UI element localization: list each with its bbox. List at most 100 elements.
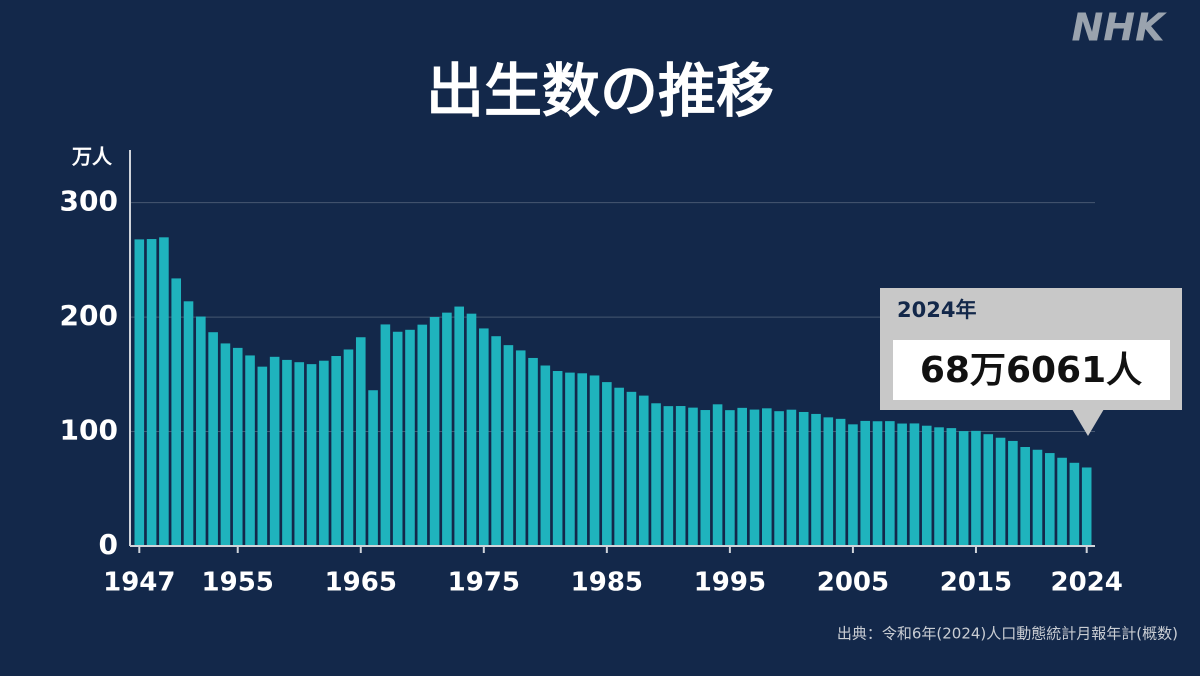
bar bbox=[872, 421, 883, 546]
source: 出典：令和6年(2024)人口動態統計月報年計(概数) bbox=[837, 625, 1178, 643]
bar bbox=[183, 301, 194, 546]
bar bbox=[405, 329, 415, 546]
callout-value: 68万6061人 bbox=[920, 350, 1142, 391]
bar bbox=[921, 425, 932, 546]
bar bbox=[626, 391, 637, 546]
bar bbox=[811, 413, 821, 546]
bar bbox=[1057, 457, 1067, 546]
bar bbox=[860, 420, 871, 546]
x-tick-label: 2005 bbox=[817, 568, 889, 598]
bar bbox=[491, 336, 501, 546]
bar bbox=[540, 365, 551, 546]
bar bbox=[725, 410, 735, 546]
bar bbox=[761, 408, 772, 546]
bar bbox=[196, 316, 206, 546]
bar bbox=[848, 424, 858, 546]
bar bbox=[159, 237, 169, 547]
bar bbox=[479, 328, 489, 546]
bar bbox=[749, 409, 760, 546]
bar bbox=[909, 423, 920, 546]
bar bbox=[343, 349, 354, 546]
bar bbox=[663, 406, 674, 546]
bar bbox=[466, 313, 477, 546]
callout-pointer bbox=[1072, 409, 1104, 436]
x-tick-label: 1965 bbox=[325, 568, 397, 598]
bar bbox=[983, 434, 994, 546]
chart-title: 出生数の推移 bbox=[426, 57, 774, 125]
bar bbox=[331, 356, 341, 546]
bar bbox=[971, 430, 981, 546]
y-tick-label: 300 bbox=[60, 185, 118, 218]
bar bbox=[380, 324, 391, 546]
y-tick-label: 200 bbox=[60, 299, 118, 332]
bar bbox=[134, 239, 145, 547]
bar bbox=[675, 406, 686, 546]
bar bbox=[1081, 467, 1092, 546]
bar bbox=[565, 372, 575, 546]
logo: NHK bbox=[1071, 6, 1167, 50]
bar bbox=[294, 362, 305, 546]
bar bbox=[1044, 453, 1055, 546]
bar bbox=[934, 427, 944, 546]
x-tick-label: 1975 bbox=[448, 568, 520, 598]
bar bbox=[602, 382, 612, 546]
x-tick-label: 1947 bbox=[103, 568, 175, 598]
callout: 2024年 68万6061人 bbox=[880, 288, 1182, 436]
bar bbox=[515, 350, 526, 546]
bar bbox=[417, 324, 428, 546]
bar bbox=[269, 356, 280, 546]
bar bbox=[528, 357, 538, 546]
bar bbox=[257, 366, 268, 546]
bar bbox=[1020, 447, 1030, 546]
bar bbox=[171, 278, 182, 546]
bar bbox=[355, 337, 366, 546]
bar bbox=[1008, 440, 1018, 546]
bar bbox=[454, 306, 465, 546]
bar bbox=[392, 331, 403, 546]
bar bbox=[1032, 449, 1043, 546]
bar bbox=[688, 407, 698, 546]
bar bbox=[208, 332, 218, 546]
bar bbox=[614, 387, 624, 546]
bar bbox=[995, 437, 1006, 546]
bar bbox=[700, 410, 711, 546]
plot: 0 100 200 300 1947 1955 1965 1975 1985 1995 2005 20… bbox=[60, 150, 1123, 598]
bar bbox=[774, 411, 784, 546]
bar bbox=[503, 345, 514, 546]
callout-year: 2024年 bbox=[897, 298, 976, 322]
x-tick-label: 1995 bbox=[694, 568, 766, 598]
bar bbox=[651, 403, 661, 546]
bar bbox=[368, 390, 378, 546]
y-unit: 万人 bbox=[71, 145, 113, 169]
bar bbox=[958, 431, 969, 546]
bar bbox=[577, 373, 588, 546]
bar bbox=[835, 418, 846, 546]
bar bbox=[823, 417, 834, 546]
bar bbox=[589, 375, 600, 546]
bar bbox=[232, 347, 243, 546]
y-tick-label: 100 bbox=[60, 414, 118, 447]
bar bbox=[737, 407, 747, 546]
bar bbox=[282, 359, 292, 546]
bar bbox=[1069, 462, 1080, 546]
y-tick-label: 0 bbox=[99, 528, 118, 561]
bar bbox=[885, 421, 895, 546]
bar bbox=[798, 411, 809, 546]
bar bbox=[712, 404, 723, 546]
x-tick-label: 1985 bbox=[571, 568, 643, 598]
bar bbox=[146, 239, 157, 546]
x-tick-label: 2024 bbox=[1051, 568, 1123, 598]
bar bbox=[946, 428, 957, 546]
bar bbox=[220, 343, 231, 546]
bar bbox=[552, 371, 563, 546]
bar bbox=[638, 395, 649, 546]
bar bbox=[319, 360, 329, 546]
x-tick-label: 2015 bbox=[940, 568, 1012, 598]
x-tick-label: 1955 bbox=[202, 568, 274, 598]
bar bbox=[429, 316, 440, 546]
bar bbox=[897, 423, 907, 546]
bar bbox=[786, 409, 797, 546]
bar bbox=[442, 312, 452, 546]
